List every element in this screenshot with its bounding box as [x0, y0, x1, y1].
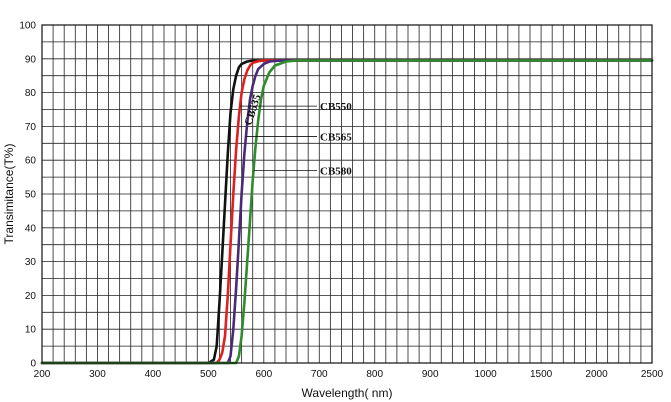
series-layer: [40, 59, 654, 365]
y-tick-labels: 0 10 20 30 40 50 60 70 80 90 100: [19, 21, 36, 370]
x-tick-label: 400: [145, 369, 162, 380]
y-tick-label: 40: [25, 223, 37, 234]
series-label-cb550: CB550: [320, 101, 352, 113]
x-tick-labels: 200 300 400 500 600 700 800 900 1000 1500 2000 2500: [34, 369, 664, 380]
plot-frame: [41, 24, 653, 364]
x-tick-label: 600: [255, 369, 272, 380]
x-tick-label: 700: [311, 369, 328, 380]
grid: [41, 24, 653, 364]
y-tick-label: 60: [25, 156, 37, 167]
y-tick-label: 100: [19, 21, 36, 32]
y-tick-label: 90: [25, 54, 37, 65]
series-line-cb580: [40, 59, 654, 365]
series-label-cb565: CB565: [320, 132, 352, 144]
y-tick-label: 30: [25, 257, 37, 268]
x-tick-label: 800: [366, 369, 383, 380]
x-tick-label: 1500: [530, 369, 553, 380]
series-line-cb565: [40, 59, 654, 365]
x-tick-label: 200: [34, 369, 51, 380]
x-tick-label: 2500: [641, 369, 664, 380]
x-tick-label: 1000: [475, 369, 498, 380]
x-axis-title: Wavelength( nm): [302, 386, 393, 400]
series-label-cb580: CB580: [320, 165, 352, 177]
y-axis-title: Transimitance(T%): [2, 144, 16, 245]
x-tick-label: 2000: [585, 369, 608, 380]
x-tick-label: 900: [422, 369, 439, 380]
y-tick-label: 50: [25, 190, 37, 201]
y-tick-label: 20: [25, 291, 37, 302]
y-tick-label: 80: [25, 88, 37, 99]
y-tick-label: 0: [30, 359, 36, 370]
y-tick-label: 70: [25, 122, 37, 133]
y-tick-label: 10: [25, 325, 37, 336]
x-tick-label: 500: [200, 369, 217, 380]
x-tick-label: 300: [89, 369, 106, 380]
